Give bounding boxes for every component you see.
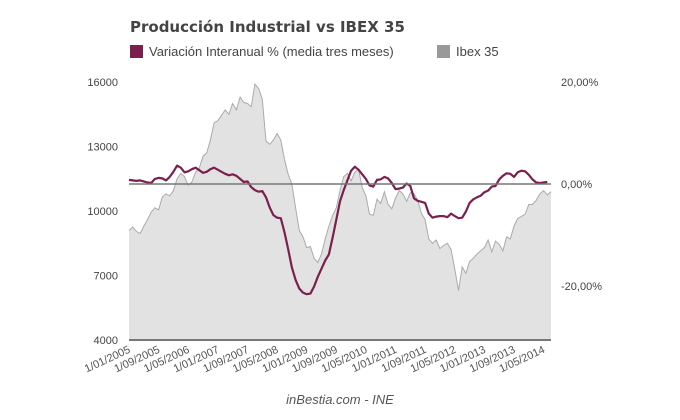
- ibex-area-layer: [128, 83, 552, 340]
- legend-item-ibex[interactable]: Ibex 35: [437, 44, 499, 59]
- chart-title: Producción Industrial vs IBEX 35: [130, 18, 405, 36]
- ibex-line: [128, 83, 552, 291]
- legend-label-variacion: Variación Interanual % (media tres meses…: [149, 44, 394, 59]
- y-left-tick-label: 4000: [94, 335, 118, 347]
- legend-label-ibex: Ibex 35: [456, 44, 499, 59]
- source-caption: inBestia.com - INE: [286, 392, 394, 407]
- y-right-tick-label: -20,00%: [561, 281, 602, 293]
- ibex-area: [129, 84, 551, 340]
- y-left-tick-label: 10000: [87, 206, 118, 218]
- legend-swatch-variacion: [130, 45, 143, 58]
- y-left-tick-label: 7000: [94, 271, 118, 283]
- y-left-tick-label: 13000: [87, 142, 118, 154]
- y-left-tick-label: 16000: [87, 77, 118, 89]
- legend-item-variacion[interactable]: Variación Interanual % (media tres meses…: [130, 44, 394, 59]
- y-right-tick-label: 20,00%: [561, 77, 599, 89]
- legend-swatch-ibex: [437, 45, 450, 58]
- y-right-tick-label: 0,00%: [561, 179, 592, 191]
- variacion-line-layer: [128, 164, 548, 296]
- variacion-line: [128, 164, 548, 296]
